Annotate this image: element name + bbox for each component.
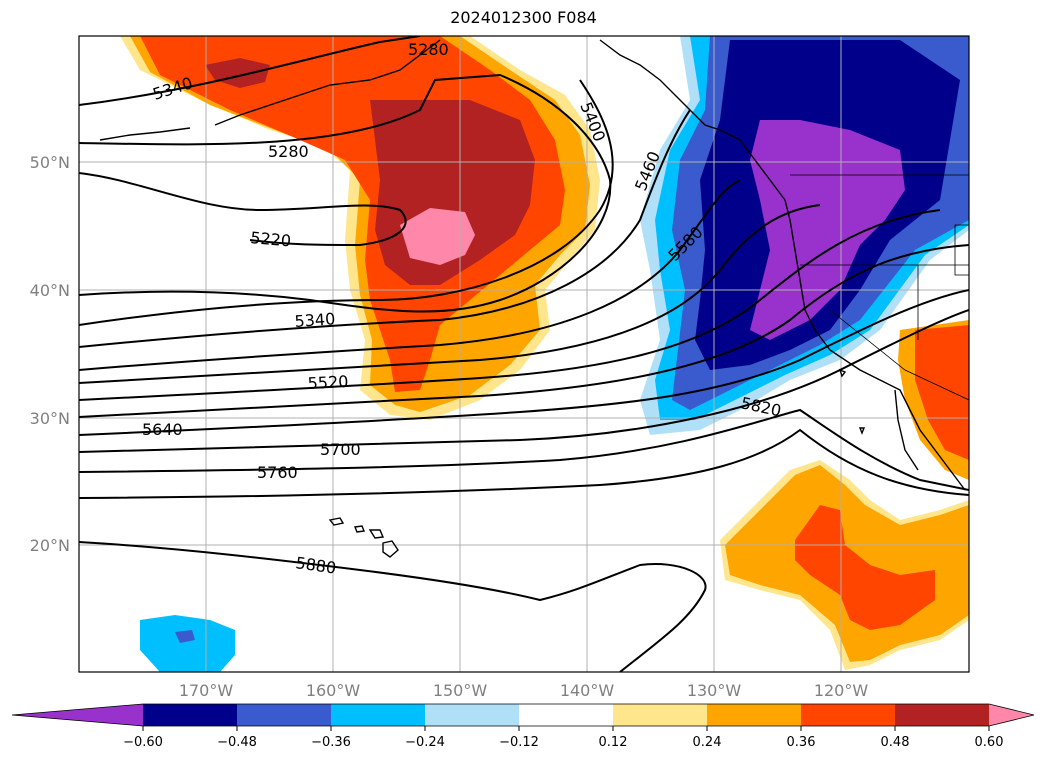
colorbar-segment: [331, 704, 426, 726]
colorbar-segment: [143, 704, 238, 726]
colorbar-segment: [895, 704, 990, 726]
positive-anomaly-north: [120, 36, 600, 420]
colorbar-tick-label: −0.60: [123, 735, 163, 750]
colorbar-segment: [613, 704, 708, 726]
contour-label: 5280: [268, 142, 309, 161]
colorbar-segment: [801, 704, 896, 726]
colorbar-tick-label: 0.48: [881, 735, 910, 750]
colorbar-segment: [519, 704, 614, 726]
contour-label: 5280: [408, 40, 449, 59]
colorbar-segment: [707, 704, 802, 726]
lon-label: 120°W: [814, 681, 869, 700]
contour-label: 5520: [307, 372, 349, 393]
lon-label: 160°W: [306, 681, 361, 700]
contour-label: 5340: [294, 309, 336, 331]
colorbar-tick-label: 0.60: [975, 735, 1004, 750]
map-plot-area: 5280 5340 5400 5460 5280 5220 5340 5520 …: [79, 36, 969, 672]
colorbar-tick-label: −0.36: [311, 735, 351, 750]
lon-label: 170°W: [179, 681, 234, 700]
colorbar-tick-label: 0.24: [693, 735, 722, 750]
contour-label: 5220: [250, 228, 292, 250]
colorbar-tick-label: −0.24: [405, 735, 445, 750]
negative-anomaly-southwest: [140, 615, 235, 672]
map-frame: [78, 35, 970, 673]
colorbar-extend-high: [989, 704, 1034, 726]
boundaries: [790, 174, 969, 401]
colorbar-extend-low: [12, 704, 143, 726]
colorbar-tick-label: 0.36: [787, 735, 816, 750]
lon-label: 140°W: [560, 681, 615, 700]
longitude-labels: 170°W 160°W 150°W 140°W 130°W 120°W: [179, 681, 869, 700]
lat-label: 30°N: [30, 409, 70, 428]
positive-anomaly-subtropics: [720, 460, 969, 670]
contour-label: 5760: [257, 463, 298, 482]
colorbar: −0.60 −0.48 −0.36 −0.24 −0.12 0.12 0.24 0.36 0.4…: [11, 703, 1035, 750]
colorbar-segment: [237, 704, 332, 726]
contour-label: 5640: [142, 420, 183, 439]
colorbar-tick-label: 0.12: [599, 735, 628, 750]
latitude-labels: 50°N 40°N 30°N 20°N: [30, 153, 70, 555]
height-contours: [79, 36, 969, 672]
lat-label: 20°N: [30, 536, 70, 555]
colorbar-tick-label: −0.48: [217, 735, 257, 750]
lat-label: 50°N: [30, 153, 70, 172]
lat-label: 40°N: [30, 281, 70, 300]
contour-label: 5700: [320, 440, 361, 459]
colorbar-tick-label: −0.12: [499, 735, 539, 750]
colorbar-segment: [425, 704, 520, 726]
lon-label: 150°W: [433, 681, 488, 700]
lon-label: 130°W: [687, 681, 742, 700]
coastlines: [99, 39, 966, 558]
negative-anomaly-east: [640, 36, 969, 435]
map-title: 2024012300 F084: [450, 8, 597, 27]
positive-anomaly-baja: [898, 320, 969, 480]
